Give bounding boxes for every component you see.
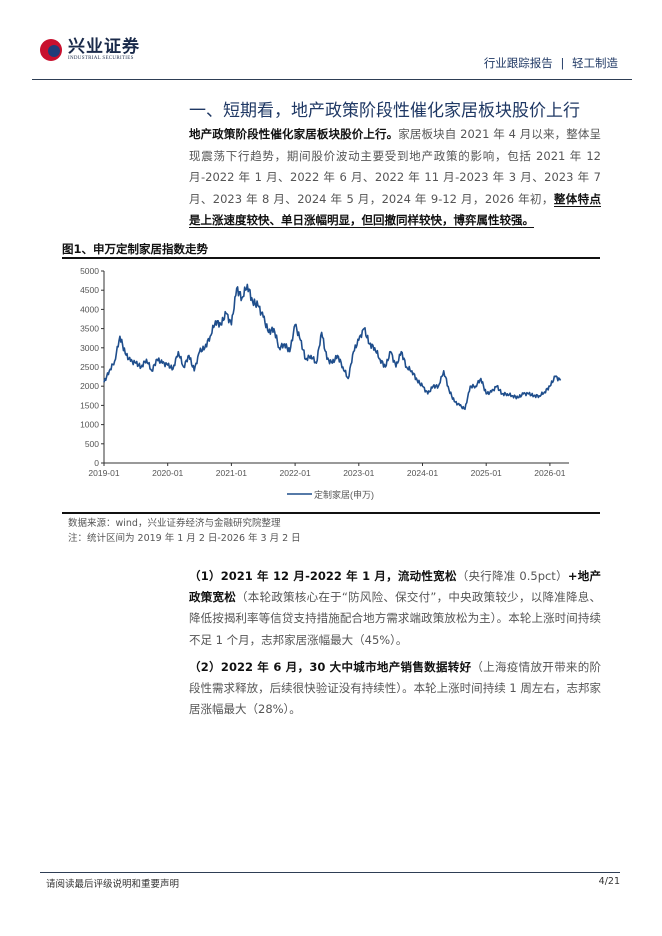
y-tick-label: 1000 bbox=[80, 420, 99, 430]
para-conclusion: 整体特点是上涨速度较快、单日涨幅明显，但回撤同样较快，博弈属性较强。 bbox=[189, 191, 601, 229]
item-text: （上海疫情放开带来的阶段性需求释放，后续很快验证没有持续性）。本轮上涨时间持续 … bbox=[189, 659, 602, 717]
x-tick-label: 2023-01 bbox=[343, 468, 374, 478]
para-body: 家居板块自 2021 年 4 月以来，整体呈现震荡下行趋势，期间股价波动主要受到… bbox=[189, 127, 601, 206]
index-line-chart: 0 500 1000 1500 2000 2500 3000 3500 4000 4500 5000… bbox=[80, 266, 570, 500]
header-separator: | bbox=[560, 56, 565, 70]
x-tick-label: 2020-01 bbox=[152, 468, 183, 478]
y-tick-label: 3500 bbox=[80, 324, 99, 334]
logo-cn: 兴业证券 bbox=[68, 37, 140, 57]
x-tick-label: 2021-01 bbox=[216, 468, 247, 478]
x-tick-label: 2019-01 bbox=[88, 468, 119, 478]
x-tick-label: 2024-01 bbox=[407, 468, 438, 478]
y-tick-label: 0 bbox=[94, 458, 99, 468]
figure-source: 数据来源：wind，兴业证券经济与金融研究院整理 bbox=[68, 518, 281, 529]
report-type: 行业跟踪报告 bbox=[483, 56, 553, 70]
series-line bbox=[103, 283, 562, 411]
x-tick-label: 2022-01 bbox=[279, 468, 310, 478]
x-tick-label: 2026-01 bbox=[534, 468, 565, 478]
y-tick-label: 2500 bbox=[80, 362, 99, 372]
legend-label: 定制家居(申万) bbox=[314, 489, 374, 500]
y-tick-label: 5000 bbox=[80, 266, 99, 276]
logo-en: INDUSTRIAL SECURITIES bbox=[68, 56, 134, 61]
company-logo: 兴业证券 INDUSTRIAL SECURITIES bbox=[40, 38, 140, 61]
y-tick-label: 4500 bbox=[80, 285, 99, 295]
header-divider bbox=[32, 79, 632, 80]
page-number: 4/21 bbox=[598, 876, 620, 887]
y-tick-label: 3000 bbox=[80, 343, 99, 353]
figure-bottom-rule bbox=[62, 512, 600, 514]
y-tick-label: 4000 bbox=[80, 304, 99, 314]
footer-divider bbox=[40, 872, 620, 873]
item-text: （央行降准 0.5pct） bbox=[456, 569, 568, 583]
x-tick-label: 2025-01 bbox=[471, 468, 502, 478]
y-tick-label: 500 bbox=[85, 439, 99, 449]
section-paragraph: 地产政策阶段性催化家居板块股价上行。家居板块自 2021 年 4 月以来，整体呈… bbox=[189, 124, 601, 232]
header-report-info: 行业跟踪报告 | 轻工制造 bbox=[484, 55, 618, 71]
y-tick-label: 1500 bbox=[80, 400, 99, 410]
logo-icon bbox=[40, 38, 62, 61]
y-tick-label: 2000 bbox=[80, 381, 99, 391]
figure-note: 注：统计区间为 2019 年 1 月 2 日-2026 年 3 月 2 日 bbox=[68, 533, 301, 544]
industry: 轻工制造 bbox=[572, 56, 618, 70]
item-heading: （2）2022 年 6 月，30 大中城市地产销售数据转好 bbox=[189, 659, 472, 674]
list-item: （1）2021 年 12 月-2022 年 1 月，流动性宽松（央行降准 0.5… bbox=[189, 566, 601, 651]
item-heading: （1）2021 年 12 月-2022 年 1 月，流动性宽松 bbox=[189, 569, 457, 583]
item-heading-2: +地产政策宽松 bbox=[189, 569, 601, 605]
footer-disclaimer: 请阅读最后评级说明和重要声明 bbox=[46, 879, 180, 890]
para-lead: 地产政策阶段性催化家居板块股价上行。 bbox=[189, 127, 399, 141]
section-title: 一、短期看，地产政策阶段性催化家居板块股价上行 bbox=[189, 101, 580, 121]
figure-title: 图1、申万定制家居指数走势 bbox=[62, 242, 209, 256]
event-list: （1）2021 年 12 月-2022 年 1 月，流动性宽松（央行降准 0.5… bbox=[189, 566, 601, 726]
list-item: （2）2022 年 6 月，30 大中城市地产销售数据转好（上海疫情放开带来的阶… bbox=[189, 657, 601, 721]
item-text-2: （本轮政策核心在于“防风险、保交付”，中央政策较少，以降准降息、降低按揭利率等信… bbox=[189, 590, 601, 647]
figure-top-rule bbox=[62, 257, 600, 259]
